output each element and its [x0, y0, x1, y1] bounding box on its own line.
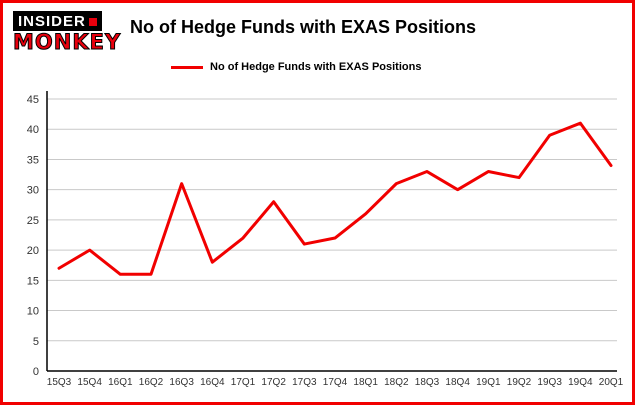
x-tick-label: 15Q3 [47, 377, 72, 388]
x-tick-label: 19Q2 [507, 377, 532, 388]
x-tick-label: 16Q1 [108, 377, 133, 388]
x-tick-label: 16Q2 [139, 377, 164, 388]
y-tick-label: 20 [27, 245, 39, 257]
x-tick-label: 17Q1 [231, 377, 256, 388]
x-tick-label: 16Q4 [200, 377, 225, 388]
x-tick-label: 19Q3 [537, 377, 562, 388]
y-tick-label: 25 [27, 215, 39, 227]
y-tick-label: 10 [27, 306, 39, 318]
logo-monkey-text: MONKEY [12, 30, 122, 54]
logo-insider-text: INSIDER [13, 11, 102, 31]
y-tick-label: 40 [27, 124, 39, 136]
line-chart: 0 5 10 15 20 25 30 35 40 45 15Q3 15Q4 16Q1 16Q2 16Q3 16… [27, 91, 624, 388]
y-tick-label: 45 [27, 94, 39, 106]
x-tick-label: 17Q2 [261, 377, 286, 388]
y-tick-label: 15 [27, 275, 39, 287]
x-tick-label: 17Q4 [323, 377, 348, 388]
insider-monkey-logo: INSIDER MONKEY [12, 11, 122, 54]
y-tick-label: 0 [33, 366, 39, 378]
series-line [57, 121, 613, 276]
x-tick-label: 20Q1 [599, 377, 624, 388]
x-tick-label: 19Q4 [568, 377, 593, 388]
logo-red-square-icon [88, 17, 97, 26]
legend-label: No of Hedge Funds with EXAS Positions [210, 61, 422, 73]
x-tick-label: 19Q1 [476, 377, 501, 388]
legend-line-swatch [171, 65, 203, 69]
x-tick-label: 16Q3 [169, 377, 194, 388]
logo-insider-label: INSIDER [18, 13, 86, 30]
x-tick-label: 18Q2 [384, 377, 409, 388]
x-tick-label: 18Q3 [415, 377, 440, 388]
x-tick-label: 15Q4 [77, 377, 102, 388]
y-tick-label: 30 [27, 185, 39, 197]
x-tick-label: 18Q4 [445, 377, 470, 388]
y-tick-label: 35 [27, 154, 39, 166]
chart-title: No of Hedge Funds with EXAS Positions [130, 17, 477, 37]
legend: No of Hedge Funds with EXAS Positions [171, 61, 421, 73]
x-tick-label: 18Q1 [353, 377, 378, 388]
y-tick-label: 5 [33, 336, 39, 348]
x-tick-label: 17Q3 [292, 377, 317, 388]
